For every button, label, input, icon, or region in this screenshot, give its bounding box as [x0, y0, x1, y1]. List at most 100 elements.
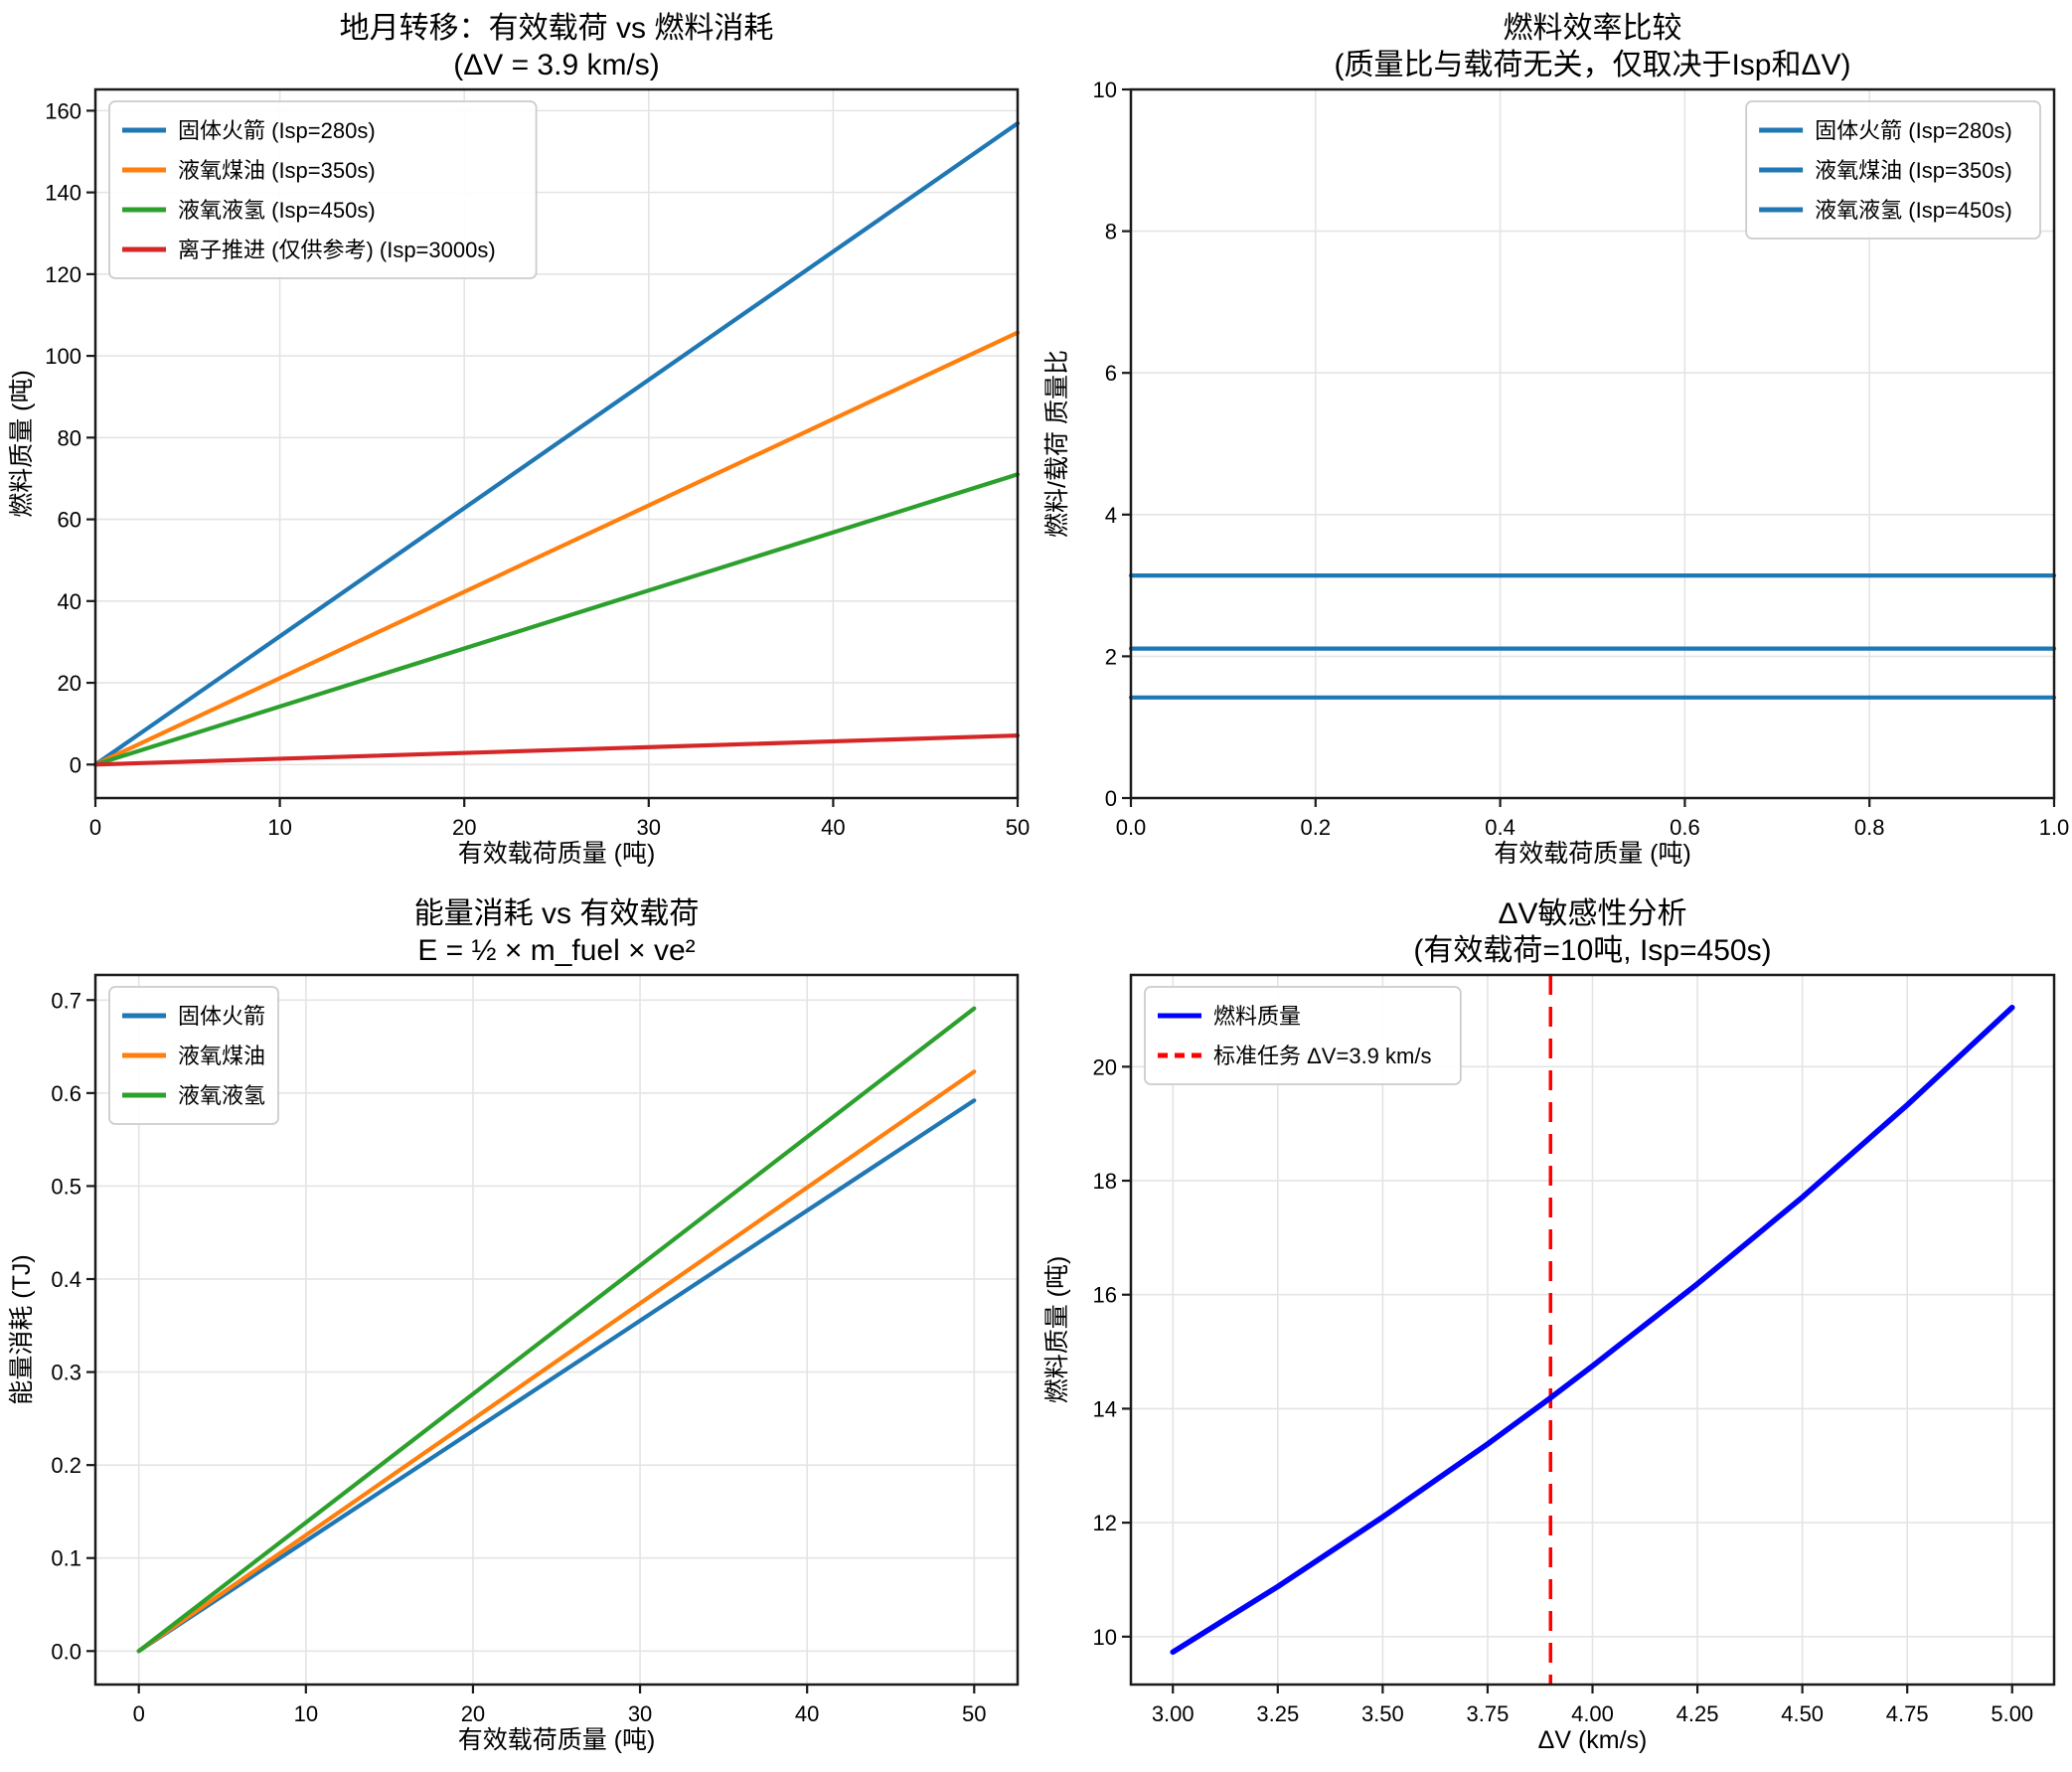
y-axis-label: 燃料质量 (吨)	[1043, 1256, 1071, 1404]
x-tick-label: 10	[267, 815, 291, 840]
y-tick-label: 80	[58, 425, 81, 450]
chart-subtitle: (ΔV = 3.9 km/s)	[453, 49, 660, 81]
legend-label: 固体火箭 (Isp=280s)	[178, 118, 376, 143]
chart-earth-moon-transfer: 0 10 20 30 40 50 0 20 40 60 80 100 120 140 160 有效载荷质量 (…	[0, 0, 1036, 886]
y-tick-label: 12	[1093, 1511, 1117, 1535]
x-axis-label: 有效载荷质量 (吨)	[1494, 840, 1691, 868]
series-line-2	[136, 1006, 977, 1654]
axes-spines	[93, 87, 1020, 800]
x-tick-label: 30	[628, 1701, 652, 1726]
chart-subtitle: (有效载荷=10吨, Isp=450s)	[1413, 934, 1771, 967]
x-tick-label: 3.75	[1467, 1701, 1510, 1726]
series-line-2	[92, 472, 1021, 767]
x-tick-label: 40	[795, 1701, 819, 1726]
chart-delta-v-sensitivity: 3.00 3.25 3.50 3.75 4.00 4.25 4.50 4.75 5.00 10 12…	[1036, 886, 2072, 1772]
chart-energy-consumption: 0 10 20 30 40 50 0.0 0.1 0.2 0.3 0.4 0.5 0.6 0.7 有效载荷质…	[0, 886, 1036, 1772]
x-tick-label: 5.00	[1991, 1701, 2033, 1726]
y-tick-label: 10	[1093, 1625, 1117, 1650]
series-line-1	[136, 1069, 977, 1654]
x-tick-label: 4.25	[1676, 1701, 1719, 1726]
axes-spines	[93, 973, 1020, 1687]
y-tick-label: 160	[45, 98, 81, 123]
y-tick-label: 0.2	[51, 1453, 81, 1478]
y-tick-label: 14	[1093, 1396, 1117, 1421]
x-tick-label: 0	[89, 815, 101, 840]
legend: 固体火箭 (Isp=280s) 液氧煤油 (Isp=350s) 液氧液氢 (Isp=…	[1745, 100, 2041, 240]
x-tick-label: 30	[637, 815, 661, 840]
x-tick-label: 50	[1006, 815, 1030, 840]
y-tick-label: 2	[1105, 644, 1117, 669]
x-tick-label: 0.0	[1116, 815, 1147, 840]
x-tick-label: 0.2	[1301, 815, 1332, 840]
y-tick-label: 16	[1093, 1283, 1117, 1308]
legend-label: 燃料质量	[1213, 1004, 1301, 1029]
chart-title: ΔV敏感性分析	[1498, 897, 1686, 930]
x-tick-label: 0.8	[1854, 815, 1885, 840]
x-tick-label: 0.4	[1485, 815, 1515, 840]
x-tick-label: 4.50	[1781, 1701, 1824, 1726]
legend-label: 液氧煤油 (Isp=350s)	[178, 158, 376, 183]
chart-fuel-efficiency-svg: 0.0 0.2 0.4 0.6 0.8 1.0 0 2 4 6 8 10 有效载荷质量 (吨) 燃料/载荷…	[1043, 12, 2069, 868]
legend-label: 液氧煤油	[178, 1044, 265, 1068]
y-tick-label: 20	[58, 671, 81, 696]
x-tick-label: 0	[133, 1701, 145, 1726]
legend-label: 离子推进 (仅供参考) (Isp=3000s)	[178, 238, 496, 262]
legend-label: 液氧液氢	[178, 1083, 265, 1108]
y-axis-label: 能量消耗 (TJ)	[8, 1254, 36, 1404]
y-tick-label: 100	[45, 344, 81, 369]
x-tick-label: 0.6	[1670, 815, 1700, 840]
y-tick-label: 0.3	[51, 1361, 81, 1385]
legend-label: 固体火箭	[178, 1004, 265, 1029]
x-tick-label: 3.50	[1361, 1701, 1404, 1726]
x-tick-label: 4.75	[1886, 1701, 1929, 1726]
series-line-0	[136, 1098, 977, 1654]
x-tick-label: 3.25	[1256, 1701, 1299, 1726]
y-tick-label: 140	[45, 181, 81, 206]
legend-label: 标准任务 ΔV=3.9 km/s	[1213, 1044, 1431, 1068]
chart-earth-moon-transfer-svg: 0 10 20 30 40 50 0 20 40 60 80 100 120 140 160 有效载荷质量 (…	[8, 12, 1030, 868]
y-tick-label: 60	[58, 508, 81, 533]
chart-title: 地月转移：有效载荷 vs 燃料消耗	[340, 12, 774, 45]
legend-box	[1745, 100, 2041, 240]
legend-box	[108, 986, 279, 1125]
x-axis-label: 有效载荷质量 (吨)	[458, 840, 656, 868]
series-line-0	[1170, 1004, 2015, 1656]
x-tick-label: 4.00	[1571, 1701, 1614, 1726]
x-tick-label: 10	[294, 1701, 318, 1726]
x-tick-label: 20	[461, 1701, 485, 1726]
y-axis-label: 燃料/载荷 质量比	[1043, 350, 1071, 538]
x-axis-label: 有效载荷质量 (吨)	[458, 1726, 656, 1754]
legend-box	[1144, 986, 1462, 1085]
y-tick-label: 40	[58, 589, 81, 614]
legend-box	[108, 100, 538, 279]
y-tick-label: 0.7	[51, 988, 81, 1013]
chart-subtitle: E = ½ × m_fuel × ve²	[417, 934, 695, 967]
y-tick-label: 6	[1105, 361, 1117, 386]
y-tick-label: 120	[45, 262, 81, 287]
y-tick-label: 0.0	[51, 1639, 81, 1664]
legend-label: 液氧煤油 (Isp=350s)	[1815, 158, 2012, 183]
y-tick-label: 8	[1105, 220, 1117, 244]
y-tick-label: 0.6	[51, 1081, 81, 1106]
y-tick-label: 0.1	[51, 1546, 81, 1571]
x-tick-label: 20	[452, 815, 476, 840]
chart-energy-consumption-svg: 0 10 20 30 40 50 0.0 0.1 0.2 0.3 0.4 0.5 0.6 0.7 有效载荷质…	[8, 897, 1020, 1754]
y-tick-label: 20	[1093, 1054, 1117, 1079]
y-axis-label: 燃料质量 (吨)	[8, 370, 36, 518]
chart-title: 能量消耗 vs 有效载荷	[414, 897, 700, 930]
x-tick-label: 50	[962, 1701, 986, 1726]
y-tick-label: 10	[1093, 78, 1117, 102]
chart-delta-v-sensitivity-svg: 3.00 3.25 3.50 3.75 4.00 4.25 4.50 4.75 5.00 10 12…	[1043, 897, 2056, 1754]
y-tick-label: 0	[1105, 786, 1117, 811]
series-line-1	[92, 330, 1021, 767]
x-tick-label: 3.00	[1152, 1701, 1195, 1726]
axes-spines	[1129, 87, 2056, 800]
chart-subtitle: (质量比与载荷无关，仅取决于Isp和ΔV)	[1334, 49, 1850, 81]
legend-label: 固体火箭 (Isp=280s)	[1815, 118, 2012, 143]
y-tick-label: 0.4	[51, 1267, 81, 1292]
y-tick-label: 18	[1093, 1169, 1117, 1194]
legend: 固体火箭 (Isp=280s) 液氧煤油 (Isp=350s) 液氧液氢 (Isp=…	[108, 100, 538, 279]
series-line-3	[92, 732, 1021, 767]
